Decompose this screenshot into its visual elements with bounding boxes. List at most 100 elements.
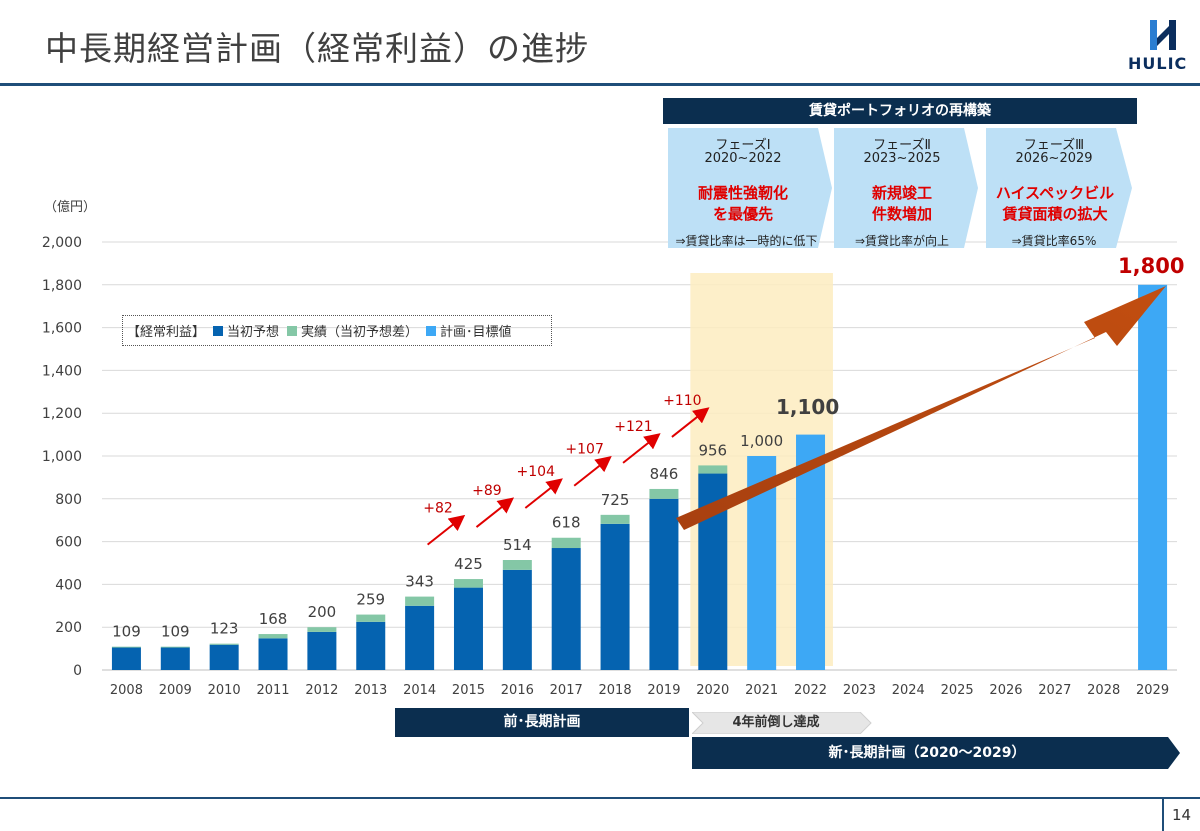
page-number: 14	[1172, 806, 1192, 824]
phase-3: フェーズⅢ 2026~2029 ハイスペックビル 賃貸面積の拡大 ⇒賃貸比率65%	[986, 128, 1152, 250]
increment-arrow	[671, 407, 710, 438]
ahead-label: 4年前倒し達成	[732, 715, 820, 730]
x-tick-label: 2013	[354, 683, 387, 698]
data-label: 725	[601, 491, 630, 509]
bar-2014	[405, 596, 435, 606]
bar-2013	[356, 614, 386, 622]
data-label: 514	[503, 536, 532, 554]
x-tick-label: 2012	[305, 683, 338, 698]
data-label: 259	[356, 591, 385, 609]
y-tick-label: 1,000	[42, 449, 82, 465]
increment-arrow	[573, 456, 612, 487]
previous-plan-bar: 前･長期計画	[395, 708, 689, 737]
bar-2009	[160, 646, 190, 648]
increment-label: +82	[423, 501, 453, 517]
increment-arrow	[426, 514, 466, 546]
x-tick-label: 2010	[208, 683, 241, 698]
y-tick-label: 1,800	[42, 278, 82, 294]
phase-1-name: フェーズⅠ	[715, 138, 771, 153]
y-tick-label: 0	[73, 663, 82, 679]
x-tick-label: 2019	[647, 683, 680, 698]
target-label-2029: 1,800	[1118, 254, 1185, 278]
phase-2-goal: 新規竣工 件数増加	[871, 184, 932, 223]
new-plan-bar	[692, 737, 1180, 769]
hulic-logo-icon	[1148, 18, 1178, 52]
bar-2016	[502, 560, 532, 570]
legend-swatch-plan	[426, 325, 437, 336]
x-tick-label: 2008	[110, 683, 143, 698]
x-tick-label: 2027	[1038, 683, 1071, 698]
phase-2-note: ⇒賃貸比率が向上	[854, 234, 950, 248]
x-axis-ticks: 2008 2009 2010 2011 2012 2013 2014 2015 2016 2017…	[110, 683, 1169, 698]
bar-2018	[600, 514, 630, 524]
data-label: 168	[259, 610, 288, 628]
data-label: 846	[650, 465, 679, 483]
data-label: 123	[210, 620, 239, 638]
bar-2020	[698, 465, 728, 474]
x-tick-label: 2023	[843, 683, 876, 698]
legend-item-forecast: 当初予想	[227, 325, 280, 340]
page-number-divider	[1162, 799, 1164, 831]
x-tick-label: 2018	[599, 683, 632, 698]
increment-label: +121	[614, 419, 652, 435]
header-divider	[0, 83, 1200, 86]
growth-arrow	[676, 286, 1166, 530]
bar-2010	[209, 644, 239, 670]
phase-2-name: フェーズⅡ	[873, 138, 931, 153]
bar-2009	[160, 647, 190, 670]
phase-3-goal: ハイスペックビル 賃貸面積の拡大	[995, 184, 1115, 223]
increment-arrow	[622, 433, 661, 464]
x-tick-label: 2011	[256, 683, 289, 698]
bars	[111, 284, 1168, 670]
data-label: 618	[552, 514, 581, 532]
x-tick-label: 2021	[745, 683, 778, 698]
data-label: 956	[698, 441, 727, 459]
bar-2012	[307, 627, 337, 632]
phase-1-chevron	[668, 128, 832, 248]
phase-3-chevron	[986, 128, 1132, 248]
phase-3-name: フェーズⅢ	[1023, 138, 1085, 153]
legend-prefix: 【経常利益】	[127, 325, 206, 340]
bar-2008	[111, 646, 141, 648]
data-label: 200	[308, 603, 337, 621]
phase-1-years: 2020~2022	[704, 151, 782, 166]
x-tick-label: 2009	[159, 683, 192, 698]
increment-arrows: +82 +89 +104 +107 +121 +110	[423, 393, 710, 546]
phase-1-goal: 耐震性強靭化 を最優先	[697, 184, 788, 223]
page-title: 中長期経営計画（経常利益）の進捗	[45, 29, 589, 68]
bar-2017	[551, 537, 581, 549]
x-tick-label: 2015	[452, 683, 485, 698]
y-tick-label: 600	[55, 535, 82, 551]
bar-2008	[111, 647, 141, 670]
y-tick-label: 800	[55, 492, 82, 508]
data-label: 425	[454, 555, 483, 573]
increment-label: +107	[565, 442, 603, 458]
x-tick-label: 2025	[941, 683, 974, 698]
bar-2012	[307, 631, 337, 670]
x-tick-label: 2022	[794, 683, 827, 698]
bar-2018	[600, 523, 630, 670]
legend-swatch-actual	[287, 325, 298, 336]
x-tick-label: 2028	[1087, 683, 1120, 698]
x-tick-label: 2017	[550, 683, 583, 698]
increment-label: +104	[517, 464, 556, 480]
x-tick-label: 2016	[501, 683, 534, 698]
bar-2011	[258, 634, 288, 639]
bar-2019	[649, 488, 679, 499]
profit-chart: 0 200 400 600 800 1,000 1,200 1,400 1,600 1,800 2,…	[42, 235, 1177, 698]
increment-label: +89	[472, 483, 502, 499]
phase-2-chevron	[834, 128, 978, 248]
increment-arrow	[475, 497, 515, 528]
bar-2015	[453, 587, 483, 670]
phase-3-years: 2026~2029	[1015, 151, 1093, 166]
bar-2011	[258, 638, 288, 670]
value-label-2022: 1,100	[776, 395, 840, 419]
x-tick-label: 2014	[403, 683, 436, 698]
gridlines	[102, 241, 1177, 671]
increment-arrow	[524, 478, 563, 509]
phase-1: フェーズⅠ 2020~2022 耐震性強靭化 を最優先 ⇒賃貸比率は一時的に低下	[668, 128, 834, 250]
y-axis-unit: （億円）	[44, 200, 97, 215]
footer-divider	[0, 797, 1200, 799]
y-axis-ticks: 0 200 400 600 800 1,000 1,200 1,400 1,600 1,800 2,…	[42, 235, 82, 679]
new-plan-label: 新･長期計画（2020～2029）	[828, 745, 1026, 761]
